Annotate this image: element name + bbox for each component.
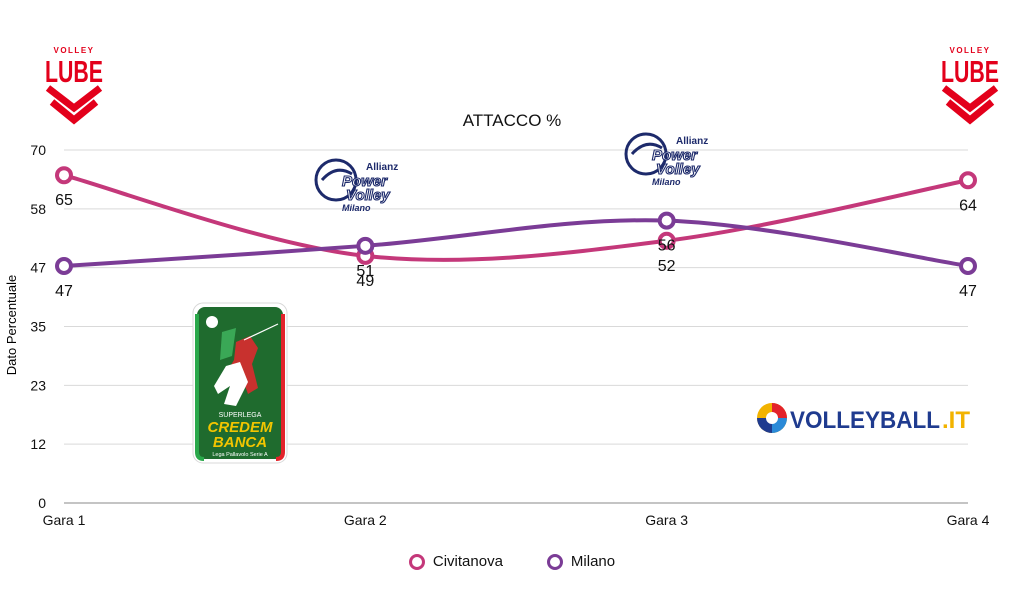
data-point-civitanova [55,166,73,185]
data-label-civitanova: 52 [658,258,676,275]
data-label-civitanova: 64 [959,197,977,214]
legend-label-civitanova: Civitanova [432,553,503,570]
chart-title: ATTACCO % [462,111,562,130]
power-volley-logo-1-l3: Milano [342,203,371,213]
legend-swatch-milano [546,553,563,570]
y-axis-ticks: 0 12 23 35 47 58 70 [30,142,46,511]
data-label-civitanova: 65 [55,192,73,209]
series-line-civitanova [62,173,970,262]
data-point-civitanova [657,231,676,250]
x-tick-label: Gara 3 [645,512,688,528]
superlega-logo-l1: SUPERLEGA [219,412,262,419]
data-point-milano [657,211,676,230]
lube-logo-right: VOLLEY LUBE [941,46,999,125]
y-tick-label: 0 [38,495,46,511]
power-volley-logo-2-l1: Power [652,147,698,164]
y-tick-label: 12 [30,436,46,452]
legend-label-milano: Milano [570,553,616,570]
data-label-milano: 51 [356,263,374,280]
y-tick-label: 47 [30,260,46,276]
power-volley-logo-1: Allianz Power Volley Milano [314,158,398,213]
power-volley-logo-2-l3: Milano [652,177,681,187]
power-volley-logo-2: Allianz Power Volley Milano [624,132,708,187]
x-tick-label: Gara 1 [43,512,86,528]
lube-logo-left: VOLLEY LUBE [45,46,103,125]
y-tick-label: 70 [30,142,46,158]
power-volley-logo-2-allianz: Allianz [676,136,708,147]
legend-swatch-civitanova [408,553,425,570]
data-point-milano [356,236,375,255]
data-point-milano [55,256,73,275]
lube-logo-left-main: LUBE [45,54,103,89]
y-tick-label: 35 [30,319,46,335]
data-labels: 65 49 52 64 47 51 56 47 [55,192,977,300]
superlega-logo-l4: Lega Pallavolo Serie A [212,452,268,458]
series-line-milano [62,218,970,268]
series-layer [55,166,977,275]
y-tick-label: 58 [30,201,46,217]
data-point-milano [959,256,977,275]
volleyball-it-logo: VOLLEYBALL .IT [757,403,970,434]
lube-logo-right-top: VOLLEY [949,46,990,55]
data-label-milano: 47 [959,283,977,300]
power-volley-logo-1-l1: Power [342,173,388,190]
lube-logo-left-top: VOLLEY [53,46,94,55]
lube-logo-right-main: LUBE [941,54,999,89]
data-label-milano: 56 [658,238,676,255]
legend-item-milano: Milano [546,553,616,570]
y-tick-label: 23 [30,377,46,393]
x-tick-label: Gara 2 [344,512,387,528]
y-axis-label: Dato Percentuale [4,275,19,375]
volleyball-it-logo-suffix: .IT [942,407,970,434]
data-label-milano: 47 [55,283,73,300]
superlega-logo-l3: BANCA [213,434,267,451]
power-volley-logo-1-l2: Volley [346,187,390,204]
superlega-logo: SUPERLEGA CREDEM BANCA Lega Pallavolo Se… [192,302,288,464]
legend-item-civitanova: Civitanova [408,553,503,570]
x-axis-ticks: Gara 1 Gara 2 Gara 3 Gara 4 [43,512,990,528]
power-volley-logo-1-allianz: Allianz [366,162,398,173]
x-tick-label: Gara 4 [947,512,990,528]
data-label-civitanova: 49 [356,273,374,290]
data-point-civitanova [959,171,977,190]
legend: Civitanova Milano [0,553,1024,570]
superlega-logo-l2: CREDEM [207,419,273,436]
power-volley-logo-2-l2: Volley [656,161,700,178]
volleyball-it-logo-text: VOLLEYBALL [790,407,940,434]
